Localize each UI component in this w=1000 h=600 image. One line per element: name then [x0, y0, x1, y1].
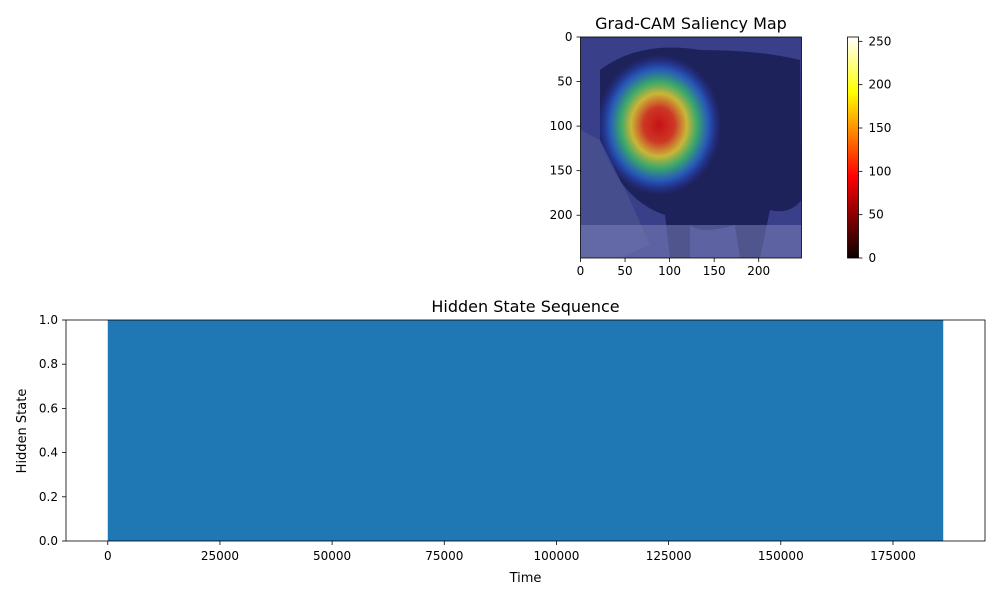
hidden-state-x-tick-label: 100000 [534, 549, 580, 563]
saliency-y-tick-label: 100 [550, 119, 573, 133]
hidden-state-y-tick-label: 0.8 [39, 357, 58, 371]
hidden-state-title: Hidden State Sequence [431, 297, 619, 316]
saliency-y-tick-label: 200 [550, 208, 573, 222]
hidden-state-x-tick-label: 175000 [870, 549, 916, 563]
saliency-panel: Grad-CAM Saliency Map 0 50 100 150 200 0 50 10… [550, 14, 892, 278]
hidden-state-y-ticks: 0.0 0.2 0.4 0.6 0.8 1.0 [39, 313, 66, 548]
colorbar-tick-label: 200 [869, 78, 892, 92]
saliency-y-tick-label: 50 [557, 75, 572, 89]
saliency-x-ticks: 0 50 100 150 200 [577, 258, 770, 278]
saliency-image [580, 37, 802, 258]
saliency-y-tick-label: 150 [550, 164, 573, 178]
colorbar-tick-label: 0 [869, 251, 877, 265]
hidden-state-y-tick-label: 0.0 [39, 534, 58, 548]
saliency-title: Grad-CAM Saliency Map [595, 14, 787, 33]
saliency-y-ticks: 0 50 100 150 200 [550, 30, 581, 222]
hidden-state-y-tick-label: 0.2 [39, 490, 58, 504]
saliency-x-tick-label: 0 [577, 264, 585, 278]
hidden-state-x-ticks: 0 25000 50000 75000 100000 125000 150000 175000 [104, 541, 916, 563]
colorbar [847, 36, 859, 259]
hidden-state-xlabel: Time [509, 571, 542, 586]
saliency-x-tick-label: 200 [747, 264, 770, 278]
hidden-state-x-tick-label: 0 [104, 549, 112, 563]
colorbar-tick-label: 250 [869, 34, 892, 48]
hidden-state-frame [65, 319, 986, 542]
saliency-x-tick-label: 150 [703, 264, 726, 278]
saliency-y-tick-label: 0 [565, 30, 573, 44]
saliency-x-tick-label: 50 [617, 264, 632, 278]
hidden-state-y-tick-label: 0.6 [39, 401, 58, 415]
colorbar-ticks: 0 50 100 150 200 250 [858, 34, 892, 265]
hidden-state-y-tick-label: 0.4 [39, 446, 58, 460]
saliency-x-tick-label: 100 [658, 264, 681, 278]
hidden-state-x-tick-label: 150000 [758, 549, 804, 563]
ground [580, 225, 802, 258]
hidden-state-x-tick-label: 25000 [201, 549, 239, 563]
hidden-state-ylabel: Hidden State [15, 389, 30, 474]
colorbar-tick-label: 150 [869, 121, 892, 135]
hidden-state-area [107, 320, 944, 541]
saliency-frame [580, 36, 802, 259]
hidden-state-x-tick-label: 50000 [313, 549, 351, 563]
colorbar-tick-label: 100 [869, 164, 892, 178]
hidden-state-panel: Hidden State Sequence 0 25000 50000 75000 10… [15, 297, 986, 586]
saliency-hotspot [597, 55, 721, 195]
hidden-state-x-tick-label: 125000 [646, 549, 692, 563]
colorbar-tick-label: 50 [869, 208, 884, 222]
hidden-state-x-tick-label: 75000 [425, 549, 463, 563]
hidden-state-y-tick-label: 1.0 [39, 313, 58, 327]
